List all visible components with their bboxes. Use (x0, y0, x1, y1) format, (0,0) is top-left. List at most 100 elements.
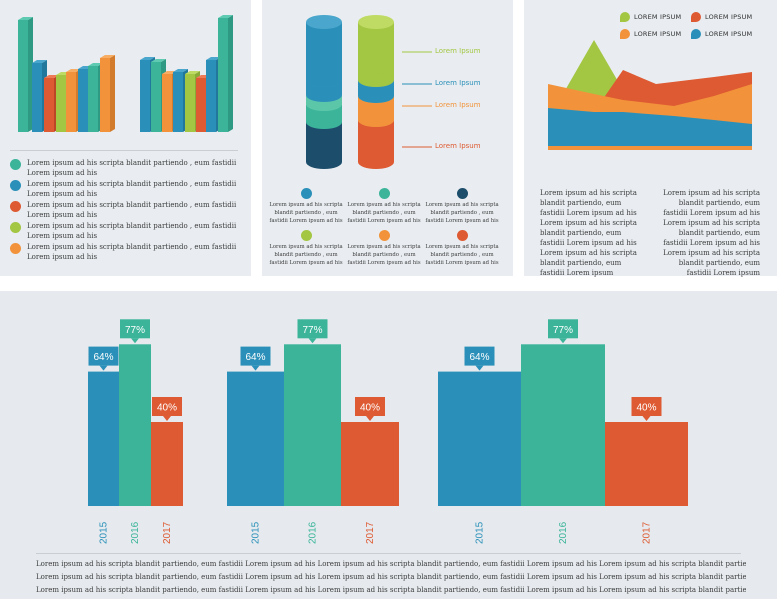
cylinder-bottom (306, 73, 342, 87)
legend-marker-icon (691, 29, 701, 39)
value-badge-pointer (131, 338, 139, 344)
panel1-3d-bar-art (18, 15, 233, 132)
bar-3d-face (44, 78, 54, 132)
value-badge-pointer (475, 365, 484, 371)
bar-2016 (284, 344, 341, 506)
panel1-legend-item: Lorem ipsum ad his scripta blandit parti… (10, 179, 242, 199)
bar-2015 (438, 371, 521, 506)
bar-3d-side (110, 55, 115, 132)
cylinder-right (358, 15, 394, 169)
panel1-legend-item: Lorem ipsum ad his scripta blandit parti… (10, 200, 242, 220)
area-legend-4-label: LOREM IPSUM (705, 30, 753, 38)
panel-area-chart: LOREM IPSUM LOREM IPSUM LOREM IPSUM LORE… (524, 0, 777, 277)
category-label: 2016 (130, 521, 141, 544)
value-badge-pointer (308, 338, 317, 344)
cylinder-body (358, 22, 394, 80)
bar-3d-side (228, 15, 233, 132)
bar-3d-left-0 (18, 17, 33, 132)
area-legend-1: LOREM IPSUM (620, 12, 681, 22)
value-label: 77% (302, 325, 322, 336)
cylinder-top (358, 15, 394, 29)
legend-dot-icon (379, 230, 390, 241)
value-badge (355, 397, 385, 416)
value-label: 40% (360, 403, 380, 414)
bar-3d-side (28, 17, 33, 132)
cylinder-bottom (358, 155, 394, 169)
footer-line-2: Lorem ipsum ad his scripta blandit parti… (36, 573, 746, 581)
panel1-legend-text: Lorem ipsum ad his scripta blandit parti… (27, 222, 237, 240)
bar-chart-1: 64% 2015 77% 2016 40% 2017 (88, 319, 183, 544)
panel1-legend-item: Lorem ipsum ad his scripta blandit parti… (10, 221, 242, 241)
cylinder-label-4: Lorem Ipsum (435, 142, 481, 150)
legend-dot-icon (379, 188, 390, 199)
value-badge-pointer (642, 416, 651, 421)
bar-3d-top (100, 55, 115, 58)
panel1-legend-text: Lorem ipsum ad his scripta blandit parti… (27, 159, 237, 177)
bar-3d-face (185, 74, 195, 132)
area-series-blue (548, 108, 752, 146)
bar-3d-face (18, 20, 28, 132)
bar-2015 (88, 371, 119, 506)
bar-3d-face (100, 58, 110, 132)
value-label: 64% (245, 352, 265, 363)
area-chart-plot (548, 40, 752, 150)
bar-3d-face (162, 74, 172, 132)
cylinder-bottom (306, 155, 342, 169)
area-legend-1-label: LOREM IPSUM (634, 13, 682, 21)
legend-dot-icon (10, 180, 21, 191)
value-label: 40% (636, 403, 656, 414)
bar-3d-top (173, 69, 188, 72)
value-badge-pointer (163, 416, 171, 421)
bar-2016 (119, 344, 151, 506)
panel2-legend-text: Lorem ipsum ad his scripta blandit parti… (269, 244, 343, 266)
value-badge-pointer (559, 338, 567, 344)
bar-3d-face (140, 60, 150, 132)
panel3-paragraph-right: Lorem ipsum ad his scripta blandit parti… (663, 189, 760, 277)
cylinder-bottom (358, 73, 394, 87)
category-label: 2017 (162, 521, 173, 544)
area-legend-2: LOREM IPSUM (691, 12, 752, 22)
value-badge (88, 346, 119, 366)
category-label: 2015 (475, 521, 486, 544)
value-label: 64% (469, 352, 489, 363)
bar-3d-top (66, 69, 81, 72)
panel1-legend-text: Lorem ipsum ad his scripta blandit parti… (27, 180, 237, 198)
cylinder-bottom (358, 89, 394, 103)
bar-3d-face (151, 62, 161, 132)
legend-marker-icon (691, 12, 701, 22)
bar-3d-face (196, 78, 206, 132)
bar-chart-2: 64% 2015 77% 2016 40% 2017 (227, 319, 399, 544)
value-label: 77% (553, 325, 573, 336)
legend-marker-icon (620, 29, 630, 39)
panel3-paragraph-left: Lorem ipsum ad his scripta blandit parti… (540, 189, 637, 277)
panel1-divider (10, 150, 238, 151)
value-badge (548, 319, 578, 339)
bar-3d-left-7 (100, 55, 115, 132)
panel-3d-bars: Lorem ipsum ad his scripta blandit parti… (0, 0, 251, 276)
bar-3d-top (32, 60, 47, 63)
bar-3d-face (88, 66, 98, 132)
bar-3d-top (88, 63, 103, 66)
legend-dot-icon (457, 188, 468, 199)
bar-3d-face (56, 75, 66, 132)
cylinder-bottom (358, 113, 394, 127)
bar-3d-top (18, 17, 33, 20)
panel2-legend-text: Lorem ipsum ad his scripta blandit parti… (347, 202, 421, 224)
bottom-divider (36, 553, 741, 554)
panel2-legend-text: Lorem ipsum ad his scripta blandit parti… (347, 244, 421, 266)
legend-marker-icon (620, 12, 630, 22)
panel2-cylinder-art (306, 15, 432, 169)
value-badge (297, 319, 328, 339)
value-badge (631, 397, 662, 416)
value-badge-pointer (366, 416, 374, 421)
cylinder-left (306, 15, 342, 169)
bar-charts-svg: 64% 2015 77% 2016 40% 2017 64% 2015 77% 2016 40% 20… (88, 319, 688, 544)
legend-dot-icon (10, 222, 21, 233)
legend-dot-icon (10, 243, 21, 254)
bar-2017 (341, 422, 399, 506)
bar-3d-top (140, 57, 155, 60)
legend-dot-icon (301, 230, 312, 241)
legend-dot-icon (10, 201, 21, 212)
value-badge-pointer (99, 365, 108, 371)
bar-3d-face (66, 72, 76, 132)
